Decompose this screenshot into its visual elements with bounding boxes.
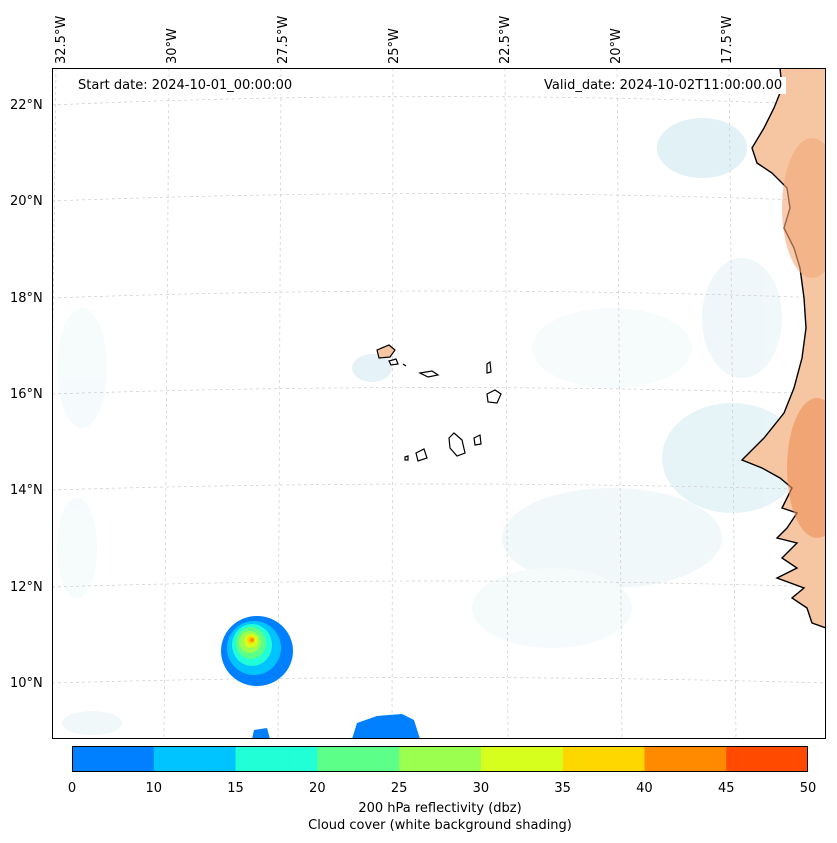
lat-label-22n: 22°N xyxy=(10,98,43,113)
colorbar-segment xyxy=(317,746,400,772)
lat-label-20n: 20°N xyxy=(10,194,43,209)
island-boa-vista xyxy=(486,389,502,404)
lat-label-12n: 12°N xyxy=(10,580,43,595)
lon-label-27-5w: 27.5°W xyxy=(276,15,291,64)
colorbar-tick-label: 45 xyxy=(717,781,735,796)
colorbar-label: 200 hPa reflectivity (dbz) xyxy=(358,801,522,816)
colorbar-tick-label: 50 xyxy=(799,781,817,796)
lat-label-18n: 18°N xyxy=(10,291,43,306)
colorbar-tick-label: 40 xyxy=(636,781,653,796)
colorbar-tick-label: 15 xyxy=(227,781,244,796)
colorbar-segment xyxy=(399,746,482,772)
lon-label-22-5w: 22.5°W xyxy=(498,15,513,64)
colorbar-segment xyxy=(644,746,727,772)
island-sao-vicente xyxy=(388,358,399,366)
reflectivity-cell xyxy=(221,616,293,686)
island-santa-luzia xyxy=(402,363,407,367)
graticule xyxy=(52,68,826,739)
colorbar-segment xyxy=(480,746,564,772)
colorbar-segment xyxy=(72,746,155,772)
start-date-label: Start date: 2024-10-01_00:00:00 xyxy=(74,77,297,94)
lat-label-10n: 10°N xyxy=(10,676,43,691)
land-shading xyxy=(782,138,826,538)
colorbar-segments xyxy=(72,746,808,772)
colorbar-tick-label: 25 xyxy=(390,781,408,796)
lon-label-25w: 25°W xyxy=(387,28,402,64)
lon-label-17-5w: 17.5°W xyxy=(720,15,735,64)
lon-label-30w: 30°W xyxy=(165,28,180,64)
island-brava xyxy=(404,455,409,461)
colorbar-segment xyxy=(562,746,645,772)
island-sal xyxy=(486,360,492,374)
lat-label-16n: 16°N xyxy=(10,387,43,402)
cape-verde-islands xyxy=(376,344,502,462)
lon-label-20w: 20°W xyxy=(609,28,624,64)
colorbar-tick-label: 10 xyxy=(145,781,163,796)
colorbar-segment xyxy=(726,746,808,772)
map-background xyxy=(52,68,826,739)
colorbar-tick-label: 0 xyxy=(67,781,77,796)
valid-date-label: Valid_date: 2024-10-02T11:00:00.00 xyxy=(540,77,787,94)
island-santo-antao xyxy=(376,344,396,359)
island-santiago xyxy=(448,432,466,457)
colorbar xyxy=(72,746,808,772)
cloud-cover-shading xyxy=(57,118,802,735)
lon-label-32-5w: 32.5°W xyxy=(54,15,69,64)
colorbar-segment xyxy=(153,746,237,772)
reflectivity-bottom xyxy=(252,714,420,739)
colorbar-sublabel: Cloud cover (white background shading) xyxy=(308,818,572,833)
colorbar-tick-label: 20 xyxy=(309,781,326,796)
island-fogo xyxy=(415,448,428,462)
map-panel[interactable] xyxy=(52,68,826,739)
island-sao-nicolau xyxy=(418,370,440,378)
colorbar-segment xyxy=(235,746,318,772)
colorbar-tick-label: 35 xyxy=(554,781,571,796)
lat-label-14n: 14°N xyxy=(10,483,43,498)
colorbar-tick-label: 30 xyxy=(472,781,490,796)
island-maio xyxy=(473,434,482,446)
map-frame xyxy=(52,68,826,739)
